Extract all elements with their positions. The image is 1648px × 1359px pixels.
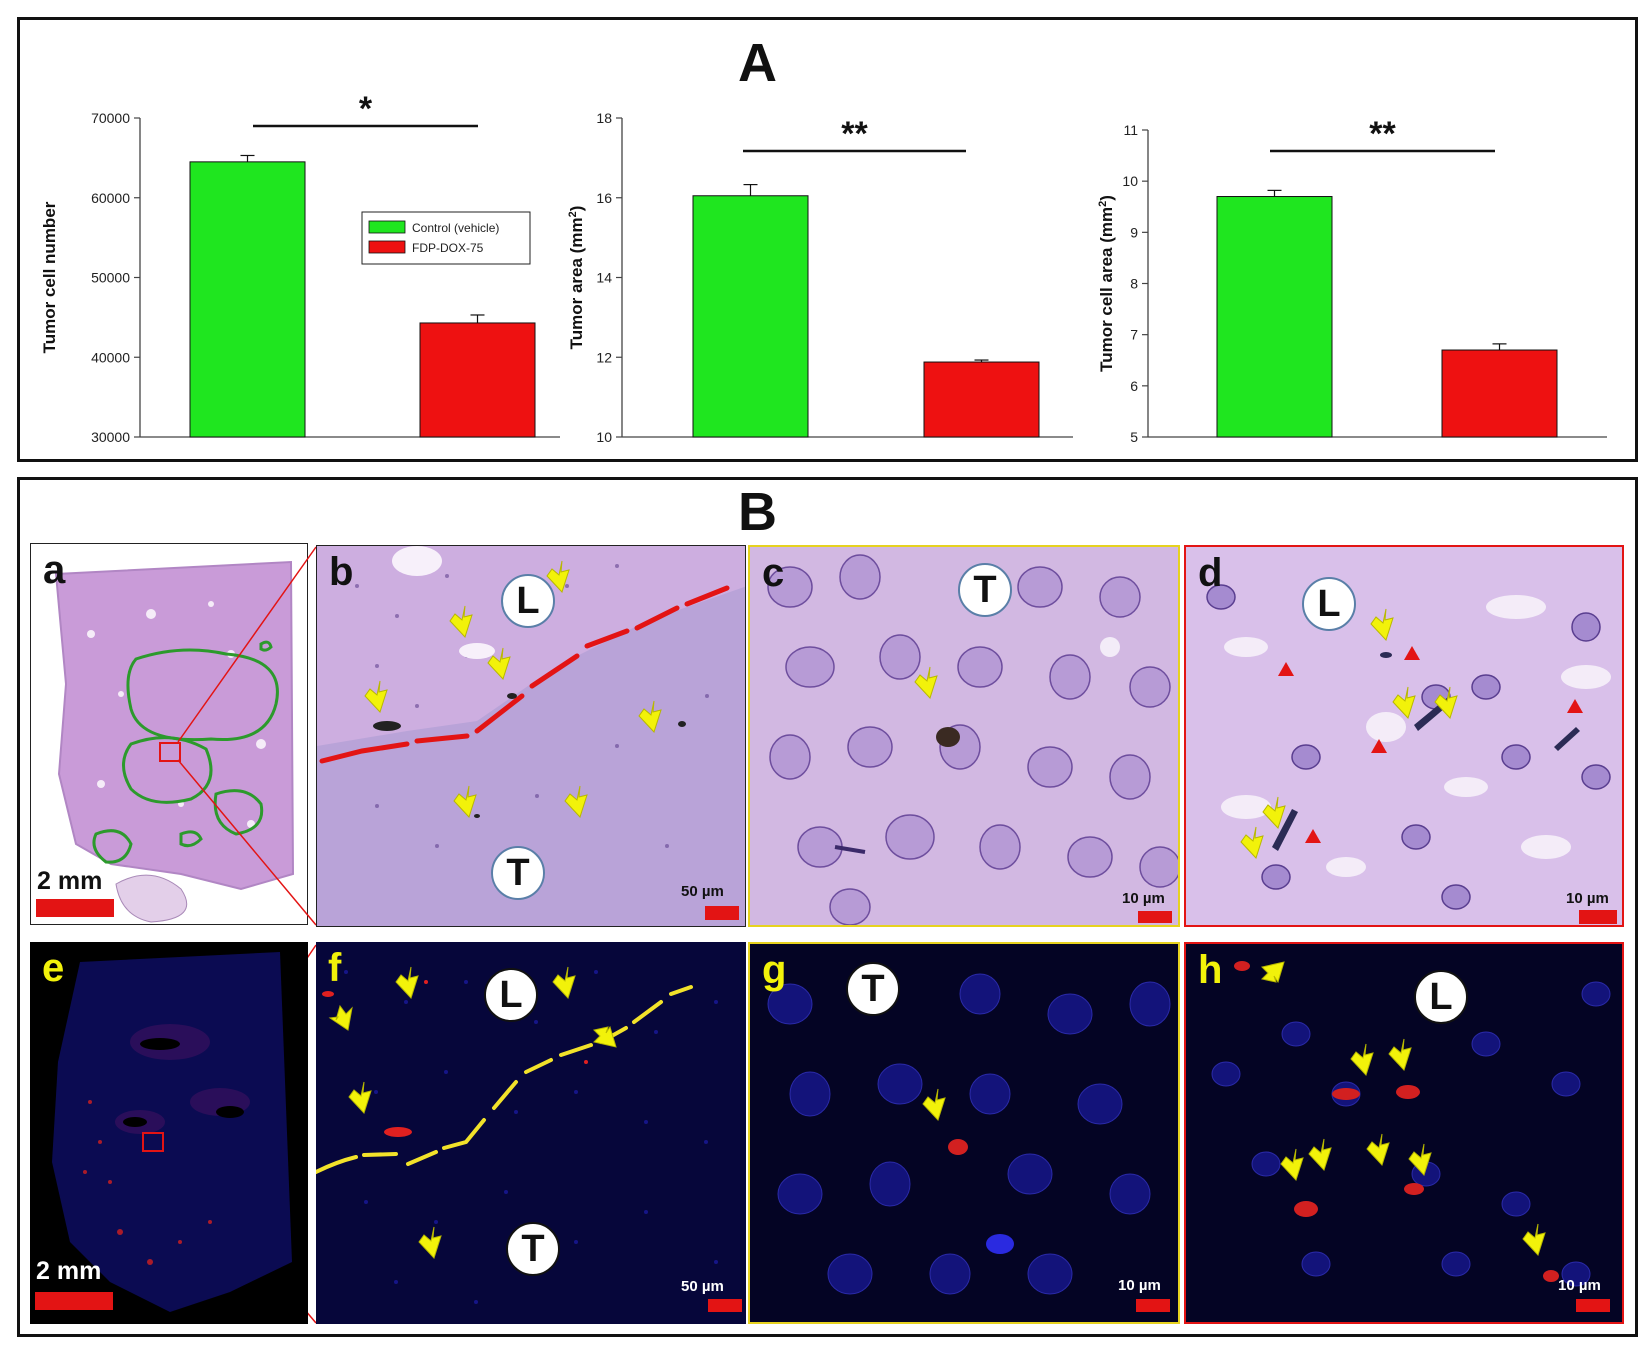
bar-control bbox=[692, 195, 809, 438]
y-tick-label: 12 bbox=[596, 349, 612, 365]
micrograph-f: f L T 50 µm bbox=[316, 942, 746, 1324]
bar-charts: 30000 40000 50000 60000 70000 * Tumor cell num… bbox=[40, 90, 1607, 445]
panel-a-label: A bbox=[738, 33, 777, 93]
y-tick-label: 5 bbox=[1130, 429, 1138, 445]
y-tick-label: 11 bbox=[1123, 122, 1138, 138]
micrograph-g: g T 10 µm bbox=[748, 942, 1180, 1324]
y-tick-label: 60000 bbox=[91, 190, 130, 206]
y-tick-label: 10 bbox=[596, 429, 612, 445]
micrograph-h-scale-label: 10 µm bbox=[1558, 1277, 1601, 1294]
region-label-liver-d: L bbox=[1302, 577, 1356, 631]
region-label-tumor-g: T bbox=[846, 962, 900, 1016]
y-tick-label: 7 bbox=[1130, 327, 1138, 343]
y-tick-label: 10 bbox=[1122, 173, 1138, 189]
micrograph-a-scale-bar bbox=[36, 899, 114, 917]
y-tick-label: 8 bbox=[1130, 276, 1138, 292]
micrograph-f-letter: f bbox=[328, 946, 342, 990]
micrograph-d-letter: d bbox=[1198, 551, 1223, 595]
micrograph-b-scale-label: 50 µm bbox=[681, 883, 724, 900]
panel-b-frame bbox=[17, 477, 1638, 1337]
micrograph-e-scale-label: 2 mm bbox=[36, 1257, 102, 1285]
micrograph-c-letter: c bbox=[762, 551, 785, 595]
y-tick-label: 18 bbox=[596, 110, 612, 126]
micrograph-h-letter: h bbox=[1198, 948, 1223, 992]
micrograph-b-scale-bar bbox=[705, 906, 739, 920]
region-label-tumor-c: T bbox=[958, 563, 1012, 617]
significance-stars: * bbox=[359, 90, 373, 128]
micrograph-b: b L T 50 µm bbox=[316, 545, 746, 927]
panel-b-label: B bbox=[738, 482, 777, 542]
region-label-liver: L bbox=[501, 574, 555, 628]
micrograph-g-scale-label: 10 µm bbox=[1118, 1277, 1161, 1294]
region-label-tumor-f: T bbox=[506, 1222, 560, 1276]
significance-stars: ** bbox=[1369, 115, 1396, 153]
legend-swatch bbox=[368, 240, 406, 254]
micrograph-c-scale-label: 10 µm bbox=[1122, 890, 1165, 907]
micrograph-g-scale-bar bbox=[1136, 1299, 1170, 1312]
y-axis-label: Tumor cell area (mm2) bbox=[1097, 195, 1116, 372]
y-tick-label: 6 bbox=[1130, 378, 1138, 394]
micrograph-e-scale-bar bbox=[35, 1292, 113, 1310]
region-label-liver-f: L bbox=[484, 968, 538, 1022]
micrograph-f-scale-label: 50 µm bbox=[681, 1278, 724, 1295]
bar-treated bbox=[1441, 349, 1558, 438]
micrograph-d-scale-bar bbox=[1579, 910, 1617, 924]
y-axis-label: Tumor cell number bbox=[40, 201, 59, 353]
micrograph-d-scale-label: 10 µm bbox=[1566, 890, 1609, 907]
bar-control bbox=[189, 161, 306, 438]
y-tick-label: 70000 bbox=[91, 110, 130, 126]
region-label-tumor: T bbox=[491, 846, 545, 900]
panel-a-frame bbox=[17, 17, 1638, 462]
micrograph-a-letter: a bbox=[43, 548, 66, 592]
micrograph-h: h L 10 µm bbox=[1184, 942, 1624, 1324]
bar-control bbox=[1216, 196, 1333, 438]
y-axis-label: Tumor area (mm2) bbox=[567, 206, 586, 350]
legend-label: FDP-DOX-75 bbox=[412, 241, 484, 255]
y-tick-label: 30000 bbox=[91, 429, 130, 445]
y-tick-label: 16 bbox=[596, 190, 612, 206]
micrograph-h-scale-bar bbox=[1576, 1299, 1610, 1312]
micrograph-b-letter: b bbox=[329, 550, 354, 594]
significance-stars: ** bbox=[841, 115, 868, 153]
y-tick-label: 14 bbox=[596, 270, 612, 286]
region-label-liver-h: L bbox=[1414, 970, 1468, 1024]
micrograph-a-scale-label: 2 mm bbox=[37, 867, 103, 895]
micrograph-g-letter: g bbox=[762, 948, 787, 992]
bar-treated bbox=[419, 322, 536, 438]
bar-treated bbox=[923, 361, 1040, 438]
micrograph-f-scale-bar bbox=[708, 1299, 742, 1312]
micrograph-e: e 2 mm bbox=[30, 942, 308, 1324]
y-tick-label: 9 bbox=[1130, 224, 1138, 240]
micrograph-e-letter: e bbox=[42, 946, 65, 990]
micrograph-c: c T 10 µm bbox=[748, 545, 1180, 927]
legend-swatch bbox=[368, 220, 406, 234]
micrograph-a: a 2 mm bbox=[30, 543, 308, 925]
y-tick-label: 40000 bbox=[91, 349, 130, 365]
micrograph-d: d L 10 µm bbox=[1184, 545, 1624, 927]
micrograph-c-scale-bar bbox=[1138, 911, 1172, 923]
y-tick-label: 50000 bbox=[91, 270, 130, 286]
legend-label: Control (vehicle) bbox=[412, 221, 499, 235]
